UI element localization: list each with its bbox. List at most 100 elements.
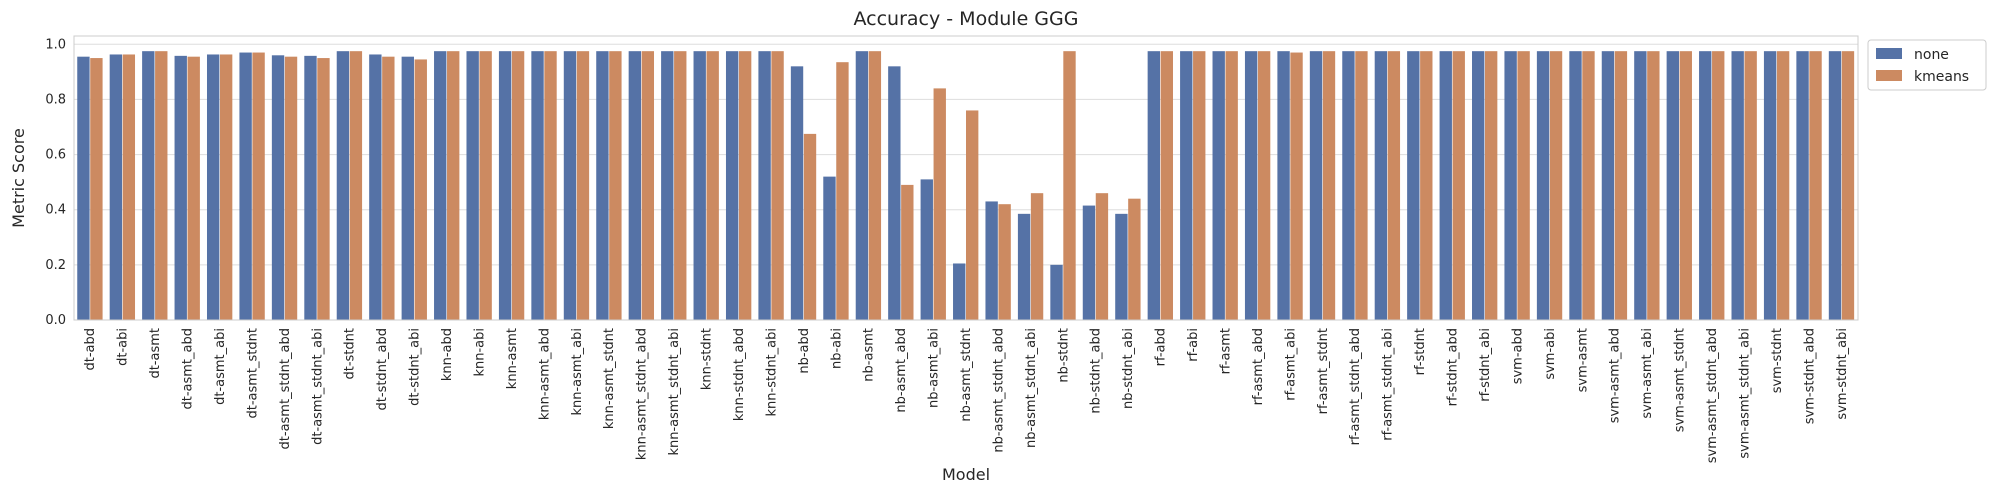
bar-none-svm-asmt_stdnt (1666, 51, 1679, 321)
x-tick-label: nb-abi (829, 328, 844, 369)
bar-kmeans-rf-asmt_stdnt_abi (1387, 51, 1401, 321)
bar-kmeans-dt-stdnt_abi (414, 59, 427, 320)
bar-none-dt-abi (109, 54, 123, 320)
bar-kmeans-svm-asmt (1582, 51, 1595, 321)
bar-kmeans-nb-stdnt (1063, 51, 1076, 321)
bar-none-dt-asmt_stdnt (239, 52, 252, 320)
bar-none-svm-abd (1504, 51, 1517, 321)
bar-none-nb-asmt_stdnt (953, 263, 966, 320)
bar-none-nb-asmt_abi (920, 179, 933, 320)
bar-none-svm-asmt_abi (1634, 51, 1647, 321)
bar-kmeans-knn-asmt (511, 51, 525, 321)
bar-kmeans-svm-stdnt (1776, 51, 1790, 321)
x-tick-label: knn-abi (472, 328, 487, 377)
x-tick-label: dt-asmt_abi (213, 328, 228, 405)
x-tick-label: nb-asmt_stdnt_abi (1024, 328, 1039, 448)
x-tick-label: rf-stdnt_abi (1478, 328, 1493, 402)
x-tick-label: svm-asmt_stdnt_abi (1737, 328, 1752, 459)
x-tick-label: rf-asmt_stdnt_abd (1348, 328, 1363, 445)
bar-kmeans-nb-abi (836, 62, 849, 320)
bar-none-rf-abi (1180, 51, 1193, 321)
x-tick-label: dt-asmt_abd (181, 328, 196, 410)
y-tick-label: 0.0 (45, 313, 66, 328)
x-tick-label: nb-asmt_stdnt_abd (991, 328, 1006, 453)
bar-kmeans-knn-asmt_stdnt_abi (674, 51, 687, 321)
x-tick-label: rf-asmt_stdnt_abi (1381, 328, 1396, 441)
bar-none-svm-abi (1536, 51, 1550, 321)
x-tick-label: svm-asmt_stdnt (1673, 328, 1688, 432)
bar-none-dt-asmt (142, 51, 155, 321)
bar-kmeans-rf-stdnt_abi (1484, 51, 1498, 321)
bar-none-knn-stdnt_abd (725, 51, 739, 321)
bar-kmeans-knn-stdnt_abd (738, 51, 752, 321)
x-tick-label: nb-stdnt_abi (1121, 328, 1136, 409)
bar-none-rf-asmt_abd (1244, 51, 1258, 321)
bar-none-dt-stdnt_abd (369, 54, 382, 320)
bar-kmeans-svm-asmt_stdnt_abi (1744, 51, 1757, 321)
bar-kmeans-dt-asmt_abd (187, 56, 200, 321)
bars (77, 51, 1855, 321)
bar-none-nb-abi (823, 176, 836, 320)
bar-kmeans-knn-asmt_abd (544, 51, 557, 321)
bar-kmeans-svm-abi (1549, 51, 1563, 321)
y-tick-labels: 0.0 0.2 0.4 0.6 0.8 1.0 (45, 37, 66, 328)
bar-kmeans-dt-asmt_stdnt (252, 52, 265, 320)
bar-kmeans-dt-asmt (155, 51, 168, 321)
bar-none-nb-stdnt_abi (1115, 213, 1128, 320)
bar-kmeans-svm-abd (1517, 51, 1530, 321)
x-tick-label: nb-asmt_stdnt (959, 328, 974, 422)
x-tick-labels: dt-abd dt-abi dt-asmt dt-asmt_abd dt-asmt_ab… (83, 328, 1850, 463)
bar-kmeans-knn-asmt_abi (576, 51, 590, 321)
bar-kmeans-knn-asmt_stdnt_abd (641, 51, 655, 321)
x-tick-label: nb-abd (797, 328, 812, 374)
bar-kmeans-knn-stdnt_abi (771, 51, 784, 321)
bar-none-dt-asmt_abd (174, 55, 187, 320)
x-axis-title: Model (942, 465, 990, 484)
bar-kmeans-knn-asmt_stdnt (609, 51, 622, 321)
x-tick-label: dt-stdnt_abi (408, 328, 423, 406)
bar-kmeans-rf-abi (1193, 51, 1206, 321)
bar-none-dt-stdnt (336, 51, 350, 321)
x-tick-label: dt-stdnt (343, 328, 358, 380)
x-tick-label: svm-asmt_abi (1640, 328, 1655, 419)
y-tick-label: 0.4 (45, 203, 66, 218)
legend: none kmeans (1867, 39, 1987, 91)
x-tick-label: svm-stdnt (1770, 328, 1785, 393)
bar-none-rf-stdnt (1407, 51, 1420, 321)
bar-kmeans-knn-abi (479, 51, 492, 321)
x-tick-label: knn-stdnt (700, 328, 715, 390)
x-tick-label: nb-stdnt (1056, 328, 1071, 383)
x-tick-label: knn-stdnt_abi (764, 328, 779, 417)
x-tick-label: knn-asmt_abd (537, 328, 552, 420)
bar-none-rf-asmt_stdnt_abd (1342, 51, 1355, 321)
bar-kmeans-rf-abd (1160, 51, 1173, 321)
bar-none-dt-abd (77, 56, 90, 321)
x-tick-label: rf-stdnt_abd (1446, 328, 1461, 406)
x-tick-label: dt-abd (83, 328, 98, 371)
bar-none-nb-asmt (855, 51, 869, 321)
bar-none-knn-asmt (498, 51, 512, 321)
bar-none-rf-stdnt_abi (1472, 51, 1485, 321)
bar-kmeans-nb-asmt_abi (933, 88, 946, 320)
x-tick-label: rf-asmt_abi (1283, 328, 1298, 401)
bar-none-nb-stdnt_abd (1082, 205, 1096, 320)
bar-none-knn-abi (466, 51, 479, 321)
bar-none-svm-asmt_abd (1601, 51, 1615, 321)
bar-kmeans-nb-asmt_stdnt (966, 110, 979, 320)
y-tick-label: 0.6 (45, 148, 66, 163)
bar-kmeans-rf-asmt_stdnt_abd (1355, 51, 1368, 321)
bar-none-nb-stdnt (1050, 264, 1063, 320)
x-tick-label: rf-abd (1154, 328, 1169, 366)
bar-kmeans-dt-stdnt_abd (382, 56, 395, 321)
x-tick-label: knn-abd (440, 328, 455, 381)
bar-kmeans-dt-asmt_stdnt_abd (284, 56, 298, 321)
x-tick-label: knn-asmt_stdnt (602, 328, 617, 429)
bar-kmeans-nb-stdnt_abi (1128, 198, 1141, 320)
x-tick-label: knn-asmt_stdnt_abi (667, 328, 682, 456)
x-tick-label: nb-stdnt_abd (1089, 328, 1104, 414)
bar-none-knn-asmt_stdnt (596, 51, 609, 321)
bar-none-knn-abd (434, 51, 447, 321)
bar-none-nb-asmt_stdnt_abd (985, 201, 998, 320)
bar-none-svm-stdnt_abi (1828, 51, 1842, 321)
